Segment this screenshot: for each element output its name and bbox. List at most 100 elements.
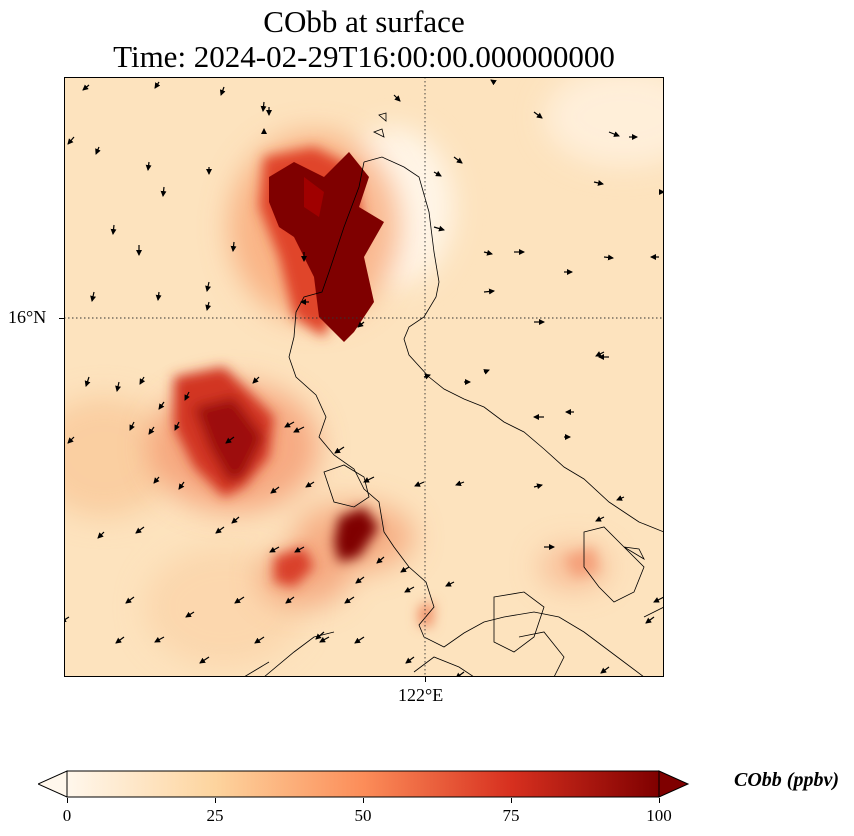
lat-tick — [59, 318, 64, 319]
colorbar-tick-mark — [511, 798, 512, 803]
wind-arrow — [90, 291, 97, 302]
wind-arrow — [533, 111, 543, 119]
plume-north-core — [269, 152, 384, 342]
wind-arrow — [315, 631, 325, 640]
wind-arrow — [354, 636, 365, 644]
wind-arrow — [95, 146, 101, 155]
wind-arrow — [483, 249, 493, 256]
colorbar-tick-label: 75 — [502, 806, 520, 825]
wind-arrow — [84, 376, 91, 387]
wind-arrow — [184, 391, 190, 401]
plot-title: CObb at surface — [263, 4, 465, 39]
colorbar-gradient — [66, 770, 660, 798]
wind-arrow — [285, 596, 295, 604]
colorbar-extend-max — [658, 770, 690, 798]
wind-arrow — [155, 291, 162, 301]
plot-timestamp: Time: 2024-02-29T16:00:00.000000000 — [113, 39, 615, 74]
wind-arrow — [400, 566, 410, 573]
wind-arrow — [154, 636, 165, 643]
wind-arrow — [67, 436, 75, 444]
wind-arrow — [199, 656, 210, 664]
wind-arrow — [270, 486, 280, 494]
wind-arrow — [483, 288, 495, 295]
wind-arrow — [215, 526, 225, 534]
wind-arrow — [158, 401, 165, 410]
wind-arrow — [234, 596, 245, 604]
wind-arrow — [254, 636, 265, 644]
lon-tick-label: 122°E — [398, 685, 444, 705]
wind-arrow — [455, 480, 465, 487]
wind-arrow — [205, 301, 212, 311]
wind-arrow — [293, 426, 305, 433]
wind-arrow — [139, 376, 146, 385]
wind-arrow — [593, 179, 604, 186]
wind-arrow — [433, 170, 442, 177]
wind-arrow — [376, 556, 385, 564]
wind-arrow — [67, 136, 75, 145]
wind-arrow — [319, 636, 330, 643]
wind-arrow — [533, 483, 543, 490]
wind-arrow — [294, 546, 305, 553]
wind-arrow — [135, 526, 145, 534]
wind-arrow — [616, 495, 625, 501]
colorbar-tick-mark — [67, 798, 68, 803]
lon-tick — [425, 677, 426, 682]
wind-arrow — [110, 224, 117, 235]
wind-arrow — [145, 161, 152, 171]
wind-arrow — [433, 225, 445, 232]
wind-arrow — [363, 476, 375, 483]
wind-arrow — [260, 101, 267, 112]
colorbar-tick-mark — [363, 798, 364, 803]
wind-arrow — [393, 94, 401, 102]
wind-arrow — [404, 586, 415, 593]
wind-arrow — [455, 671, 465, 677]
colorbar-tick-mark — [215, 798, 216, 803]
colorbar-tick-mark — [659, 798, 660, 803]
wind-arrow — [600, 666, 610, 674]
wind-arrow — [252, 376, 260, 384]
wind-arrow — [64, 616, 70, 623]
map-panel — [64, 77, 664, 677]
wind-arrow — [153, 476, 160, 484]
wind-arrow — [115, 636, 125, 644]
wind-arrow — [219, 86, 226, 96]
wind-arrow — [608, 131, 620, 137]
wind-arrow — [205, 281, 212, 292]
wind-arrow — [405, 656, 415, 664]
wind-arrow — [595, 516, 605, 522]
wind-arrow — [125, 596, 135, 604]
wind-arrow — [334, 446, 345, 454]
wind-arrow — [160, 186, 167, 197]
wind-arrow — [355, 576, 365, 584]
wind-arrow — [490, 79, 497, 86]
wind-arrow — [230, 241, 237, 252]
colorbar-extend-min — [36, 770, 68, 798]
wind-arrow — [174, 421, 180, 431]
wind-arrow — [414, 481, 425, 487]
wind-arrow — [453, 156, 463, 164]
wind-arrow — [225, 436, 235, 444]
wind-arrow — [653, 596, 664, 603]
wind-arrow — [423, 373, 431, 380]
wind-arrow — [231, 516, 240, 524]
plume-south — [274, 507, 599, 627]
wind-arrow — [97, 531, 105, 539]
colorbar-tick-label: 50 — [354, 806, 372, 825]
wind-arrow — [645, 616, 655, 624]
wind-arrow — [483, 369, 490, 375]
wind-arrow — [82, 84, 90, 91]
wind-arrow — [445, 581, 455, 587]
wind-vectors — [64, 79, 664, 677]
wind-arrow — [357, 321, 365, 328]
wind-arrow — [269, 546, 280, 553]
wind-arrow — [154, 81, 161, 89]
wind-arrow — [129, 421, 135, 431]
colorbar-tick-label: 0 — [62, 806, 72, 825]
wind-arrow — [603, 254, 614, 261]
wind-arrow — [185, 611, 195, 618]
wind-arrow — [284, 421, 295, 428]
colorbar-label: CObb (ppbv) — [734, 769, 839, 791]
wind-arrow — [178, 481, 185, 490]
lat-tick-label: 16°N — [8, 307, 47, 327]
wind-arrow — [305, 481, 315, 488]
